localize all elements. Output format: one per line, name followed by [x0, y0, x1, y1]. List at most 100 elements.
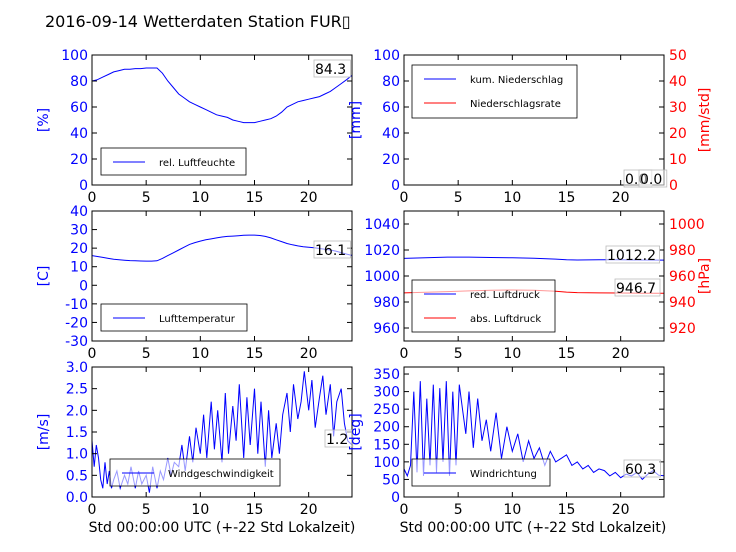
x-tick-label: 15: [246, 346, 264, 362]
x-tick-label: 5: [142, 346, 151, 362]
y-axis-label-right: [hPa]: [697, 258, 713, 294]
legend-entry: Lufttemperatur: [159, 314, 236, 325]
legend-box: [411, 279, 556, 333]
y-tick-label: 1020: [364, 243, 400, 259]
x-tick-label: 10: [191, 346, 209, 362]
y-tick-label: 1.5: [66, 425, 88, 441]
series-line-winddirection-0: [404, 381, 664, 481]
y-tick-label: 150: [373, 437, 400, 453]
y-tick-label: 30: [70, 223, 88, 239]
x-tick-label: 0: [88, 502, 97, 518]
value-label: 0.0: [640, 172, 662, 188]
y-axis-label-right: [mm/std]: [697, 88, 713, 153]
panel-precipitation: 0 5 10 15 20 0 20 40 60 80 100 0 10 20 30 40 50 [mm] [mm/s…: [348, 48, 713, 206]
x-axis-label-left: Std 00:00:00 UTC (+-22 Std Lokalzeit): [89, 520, 356, 536]
y-tick-label-right: 10: [669, 152, 687, 168]
y-axis-label: [mm]: [348, 101, 364, 139]
x-tick-label: 15: [246, 190, 264, 206]
value-label-box: [324, 429, 354, 448]
value-label: 60.3: [625, 462, 656, 478]
legend-entry: red. Luftdruck: [470, 290, 540, 301]
legend-entry: Windgeschwindigkeit: [168, 469, 274, 480]
panel-pressure: 0 5 10 15 20 960 980 1000 1020 1040 920 940 960 980 10…: [364, 210, 713, 362]
x-tick-label: 10: [503, 346, 521, 362]
value-label: 16.1: [315, 243, 346, 259]
y-tick-label: 40: [382, 126, 400, 142]
y-tick-label-right: 960: [669, 269, 696, 285]
legend-box: [411, 64, 578, 119]
x-tick-label: 5: [142, 190, 151, 206]
y-tick-label: 250: [373, 402, 400, 418]
y-tick-label: 40: [70, 204, 88, 220]
value-label-box: [614, 278, 661, 297]
panel-humidity: 0 5 10 15 20 0 20 40 60 80 100 [%] rel. Luftfeuchte 8…: [36, 48, 353, 206]
y-tick-label: -10: [65, 297, 88, 313]
panel-temperature: 0 5 10 15 20 -30 -20 -10 0 10 20 30 40 [C] Lufttempera…: [36, 204, 353, 362]
y-tick-label-right: 920: [669, 321, 696, 337]
legend-entry: abs. Luftdruck: [470, 314, 541, 325]
y-tick-label-right: 40: [669, 74, 687, 90]
x-tick-label: 20: [612, 346, 630, 362]
x-tick-label: 15: [558, 502, 576, 518]
x-tick-label: 5: [454, 190, 463, 206]
y-tick-label: 10: [70, 260, 88, 276]
x-tick-label: 10: [503, 190, 521, 206]
y-tick-label: 0: [391, 490, 400, 506]
y-tick-label-right: 940: [669, 295, 696, 311]
value-label-box: [623, 459, 661, 478]
y-tick-label: 0: [79, 178, 88, 194]
x-tick-label: 10: [191, 190, 209, 206]
y-tick-label: -30: [65, 334, 88, 350]
legend-entry: kum. Niederschlag: [470, 75, 563, 86]
legend-entry: rel. Luftfeuchte: [159, 158, 235, 169]
y-tick-label: 80: [382, 74, 400, 90]
value-label-box: [638, 169, 668, 188]
value-label: 1.2: [326, 432, 348, 448]
legend-box: [100, 303, 248, 332]
series-line-temperature-0: [92, 234, 352, 262]
y-tick-label: 50: [382, 472, 400, 488]
y-tick-label: 20: [70, 152, 88, 168]
value-label-box: [313, 240, 351, 259]
y-tick-label: 20: [70, 241, 88, 257]
y-axis-label: [%]: [36, 108, 52, 132]
y-tick-label: 200: [373, 420, 400, 436]
y-tick-label: 2.5: [66, 382, 88, 398]
x-tick-label: 15: [558, 346, 576, 362]
y-tick-label: 980: [373, 295, 400, 311]
y-tick-label-right: 0: [669, 178, 678, 194]
y-tick-label: 2.0: [66, 403, 88, 419]
y-axis-label: [C]: [36, 266, 52, 287]
x-tick-label: 5: [142, 502, 151, 518]
y-tick-label: 0.5: [66, 468, 88, 484]
value-label: 1012.2: [607, 248, 656, 264]
value-label-box: [313, 59, 351, 78]
y-tick-label: 3.0: [66, 360, 88, 376]
y-tick-label: 0: [391, 178, 400, 194]
x-axis-label-right: Std 00:00:00 UTC (+-22 Std Lokalzeit): [400, 520, 667, 536]
y-tick-label: 960: [373, 321, 400, 337]
y-tick-label: 20: [382, 152, 400, 168]
y-tick-label: 60: [70, 100, 88, 116]
value-label: 946.7: [616, 281, 656, 297]
legend-entry: Windrichtung: [470, 469, 537, 480]
y-tick-label: 100: [373, 455, 400, 471]
y-tick-label-right: 980: [669, 243, 696, 259]
y-tick-label-right: 20: [669, 126, 687, 142]
x-tick-label: 20: [300, 502, 318, 518]
y-tick-label: 80: [70, 74, 88, 90]
axes-frame-precipitation: [403, 54, 665, 186]
series-line-humidity-0: [92, 67, 352, 124]
x-tick-label: 10: [503, 502, 521, 518]
x-tick-label: 15: [558, 190, 576, 206]
x-tick-label: 5: [454, 502, 463, 518]
y-tick-label: 300: [373, 385, 400, 401]
y-tick-label: 40: [70, 126, 88, 142]
y-tick-label: -20: [65, 315, 88, 331]
x-tick-label: 20: [612, 190, 630, 206]
x-tick-label: 0: [88, 190, 97, 206]
x-tick-label: 20: [612, 502, 630, 518]
y-tick-label: 100: [61, 48, 88, 64]
